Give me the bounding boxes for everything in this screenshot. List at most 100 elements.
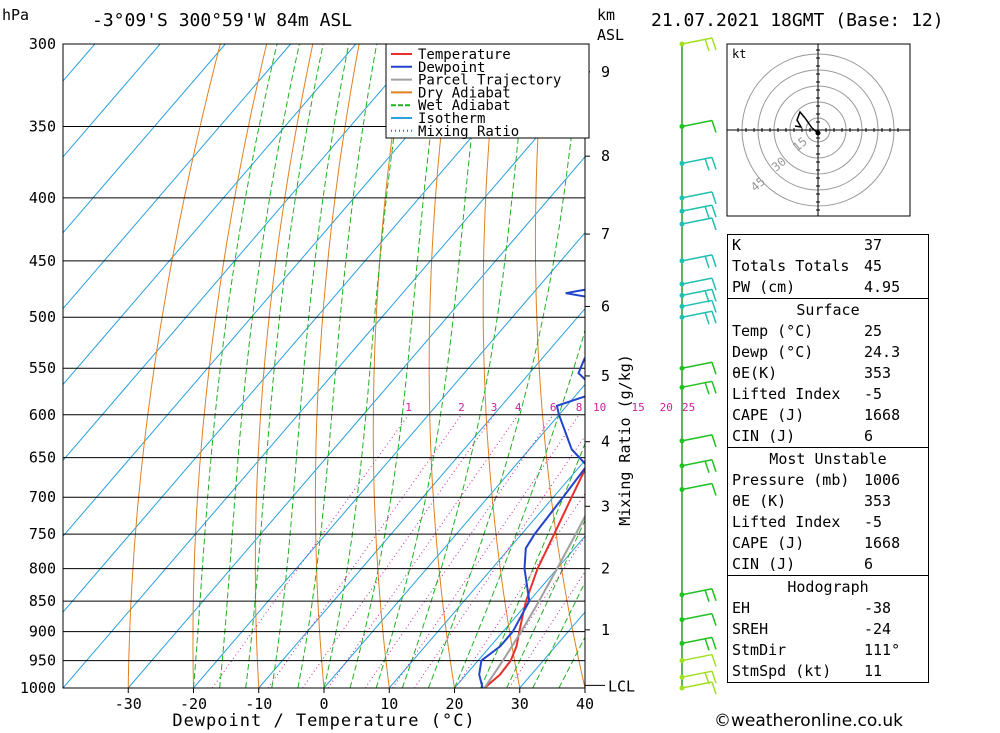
mixing-ratio-line [508,570,585,688]
x-tick-label: -10 [245,695,272,713]
isotherm-line [63,44,226,234]
barb-flag [704,382,710,395]
hodograph-header: Hodograph [728,575,928,598]
plot-frame [62,43,586,689]
index-label: PW (cm) [732,278,796,296]
mixing-ratio-line [211,414,410,688]
most-unstable-row: CIN (J) 6 [728,554,928,575]
km-tick-label: 2 [601,560,610,578]
km-tick-label: 7 [601,225,610,243]
wet-adiabat-line [454,328,585,688]
km-tick-label: 4 [601,433,610,451]
barb-shaft [681,299,713,308]
pressure-tick-label: 350 [29,117,56,135]
indices-rows: K 37 Totals Totals 45 PW (cm) 4.95 [728,235,928,298]
mixing-ratio-label: 6 [550,401,557,414]
legend-entry: Temperature [418,47,511,63]
barb-flag [711,361,717,375]
x-tick-label: -20 [180,695,207,713]
most-unstable-row: Lifted Index -5 [728,512,928,533]
barb-flag [711,483,717,496]
km-tick-label: 6 [601,297,610,315]
hodograph-stat-row: StmSpd (kt) 11 [728,661,928,682]
dry-adiabat-line [534,44,585,688]
isotherm-line [258,307,585,688]
barb-flag [711,277,717,291]
km-tick-label: 1 [601,621,610,639]
asl-unit-label: ASL [597,26,624,44]
pressure-tick-label: 800 [29,560,56,578]
barb-flag [711,191,717,205]
isotherm-line [63,44,422,462]
km-tick-label: 5 [601,367,610,385]
hodograph-stat-label: EH [732,599,751,617]
pressure-tick-label: 600 [29,406,56,424]
copyright-footer[interactable]: ©weatheronline.co.uk [714,711,904,731]
barb-shaft [681,217,713,225]
hodograph-unit-label: kt [732,47,746,61]
surface-value: 1668 [864,406,901,424]
surface-value: 25 [864,322,883,340]
most-unstable-label: θE (K) [732,492,787,510]
dry-adiabat-line [314,44,360,688]
pressure-tick-label: 700 [29,488,56,506]
mixing-ratio-label: 10 [593,401,606,414]
dry-adiabat-line [254,44,314,688]
barb-flag [704,589,710,602]
pressure-tick-label: 500 [29,308,56,326]
pressure-tick-label: 400 [29,189,56,207]
barb-shaft [681,482,713,491]
barb-flag [711,588,717,601]
legend-entry: Isotherm [418,111,485,127]
most-unstable-header: Most Unstable [728,447,928,470]
surface-value: -5 [864,385,883,403]
barb-shaft [681,156,713,165]
barb-flag [704,205,710,219]
index-value: 4.95 [864,278,901,296]
datetime-title: 21.07.2021 18GMT (Base: 12) [651,10,944,31]
wet-adiabat-line [427,44,582,688]
profile-curves [478,288,585,688]
hodograph-stat-value: -38 [864,599,892,617]
km-unit-label: km [597,6,615,24]
barb-shaft [681,459,713,467]
barb-flag [704,638,710,651]
legend-entry: Dewpoint [418,60,485,76]
isotherm-line [388,459,585,688]
most-unstable-label: CAPE (J) [732,534,805,552]
barb-shaft [681,37,713,45]
location-title: -3°09'S 300°59'W 84m ASL [92,10,353,31]
most-unstable-label: Pressure (mb) [732,471,850,489]
parcel-trajectory-curve [483,514,585,688]
legend-entry: Mixing Ratio [418,124,519,140]
mixing-ratio-axis-label: Mixing Ratio (g/kg) [616,354,634,526]
surface-label: Lifted Index [732,385,841,403]
isotherm-line [63,44,161,158]
barb-flag [711,654,717,667]
x-tick-label: 0 [319,695,328,713]
wet-adiabat-line [323,44,409,688]
hpa-unit-label: hPa [2,6,29,24]
surface-header: Surface [728,298,928,321]
dry-adiabat-line [482,44,521,688]
mixing-ratio-line [267,414,462,688]
pressure-tick-label: 850 [29,592,56,610]
barb-shaft [681,612,713,621]
km-tick-label: 9 [601,63,610,81]
hodograph-stat-value: 11 [864,662,883,680]
surface-row: CIN (J) 6 [728,426,928,447]
dewpoint-curve [478,288,585,688]
x-tick-label: 40 [576,695,594,713]
barb-shaft [681,277,713,285]
km-tick-label: 8 [601,147,610,165]
barb-shaft [681,670,713,678]
isotherm-line [63,44,357,386]
pressure-tick-label: 950 [29,652,56,670]
storm-motion-marker [815,130,821,136]
hodograph-stat-row: StmDir 111° [728,640,928,661]
most-unstable-label: Lifted Index [732,513,841,531]
isotherm-line [323,383,585,688]
